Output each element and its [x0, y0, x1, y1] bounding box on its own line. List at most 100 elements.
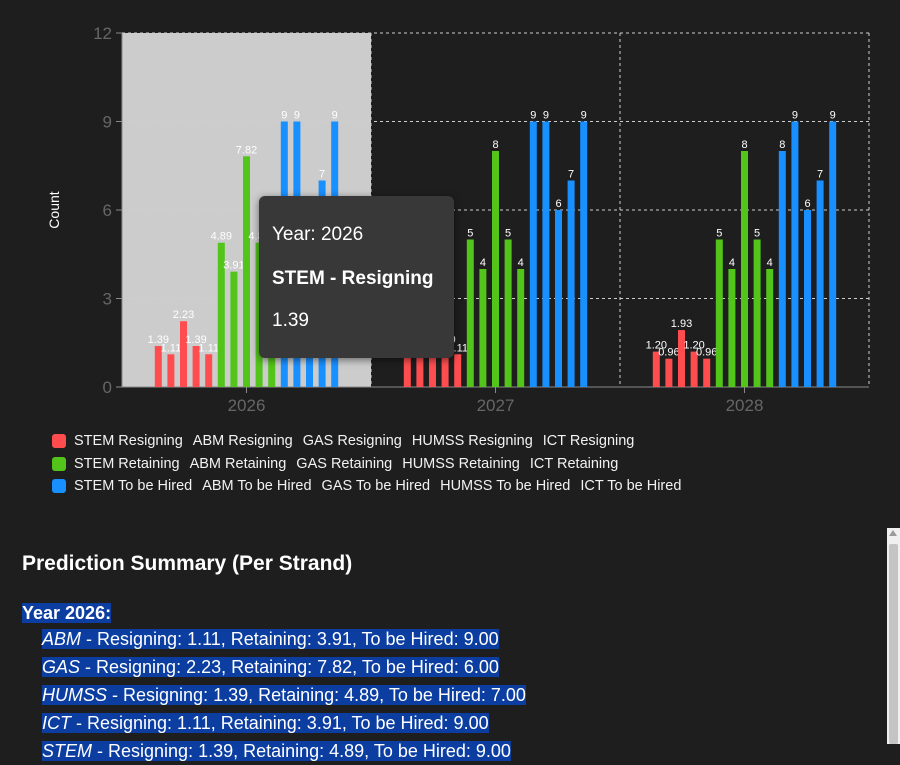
bar	[804, 210, 811, 387]
data-label: 1.93	[671, 318, 692, 330]
y-tick-label: 9	[103, 113, 112, 132]
y-tick-label: 3	[103, 290, 112, 309]
bar	[192, 345, 200, 387]
data-label: 8	[779, 139, 785, 151]
data-label: 9	[581, 110, 587, 122]
data-label: 7	[568, 169, 574, 181]
data-label: 1.39	[185, 334, 206, 346]
bar	[479, 269, 487, 387]
legend-entry[interactable]: GAS Retaining	[296, 455, 393, 472]
bar	[466, 239, 474, 387]
y-tick-label: 0	[103, 378, 112, 397]
prediction-summary: Year 2026: ABM - Resigning: 1.11, Retain…	[22, 601, 526, 765]
bar	[217, 242, 225, 387]
legend-entry[interactable]: HUMSS To be Hired	[440, 478, 571, 495]
data-label: 5	[467, 228, 473, 240]
strand-name: HUMSS	[42, 685, 108, 705]
data-label: 9	[281, 110, 287, 122]
bar	[665, 358, 673, 387]
y-tick-label: 12	[93, 24, 112, 43]
strand-name: ABM	[42, 629, 82, 649]
strand-name: STEM	[42, 741, 93, 761]
y-tick-label: 6	[103, 201, 112, 220]
bar	[454, 354, 462, 387]
bar	[504, 239, 512, 387]
data-label: 4	[480, 257, 486, 269]
data-label: 1.11	[198, 342, 219, 354]
bar	[753, 239, 761, 387]
strand-name: ICT	[42, 713, 71, 733]
data-label: 7	[319, 169, 325, 181]
legend-entry[interactable]: HUMSS Resigning	[411, 433, 533, 450]
bar	[829, 121, 837, 387]
bar	[741, 151, 748, 387]
data-label: 5	[505, 228, 511, 240]
data-label: 4.89	[211, 231, 232, 243]
legend-entry[interactable]: ICT Retaining	[529, 455, 619, 472]
tooltip-year: Year: 2026	[272, 224, 364, 245]
tooltip-value: 1.39	[272, 310, 309, 331]
bar	[403, 345, 411, 387]
vertical-scrollbar[interactable]	[887, 528, 900, 744]
scroll-up-icon[interactable]	[889, 530, 897, 536]
x-tick-label: 2027	[477, 396, 515, 415]
bar	[167, 354, 175, 387]
data-label: 6	[804, 198, 810, 210]
bar	[230, 271, 238, 387]
legend-entry[interactable]: ABM To be Hired	[202, 478, 312, 495]
data-label: 9	[294, 110, 300, 122]
legend-entry[interactable]: GAS Resigning	[302, 433, 402, 450]
data-label: 5	[754, 228, 760, 240]
data-label: 7	[817, 169, 823, 181]
bar	[567, 180, 575, 387]
strand-values: - Resigning: 1.11, Retaining: 3.91, To b…	[71, 713, 489, 733]
bar	[715, 239, 723, 387]
legend-entry[interactable]: ABM Resigning	[192, 433, 293, 450]
data-label: 1.39	[148, 334, 169, 346]
strand-values: - Resigning: 1.39, Retaining: 4.89, To b…	[92, 741, 511, 761]
bar	[728, 269, 736, 387]
bar	[580, 121, 588, 387]
x-tick-label: 2026	[228, 396, 266, 415]
legend-entry[interactable]: GAS To be Hired	[321, 478, 431, 495]
legend-entry[interactable]: ICT To be Hired	[580, 478, 682, 495]
legend-swatch	[52, 456, 66, 471]
data-label: 1.20	[646, 340, 667, 352]
data-label: 0.96	[658, 347, 679, 359]
scroll-thumb[interactable]	[889, 544, 898, 744]
data-label: 6	[555, 198, 561, 210]
legend-entry[interactable]: STEM To be Hired	[74, 478, 193, 495]
data-label: 9	[792, 110, 798, 122]
bar	[529, 121, 537, 387]
y-axis-title: Count	[46, 191, 62, 228]
bar	[791, 121, 799, 387]
legend-entry[interactable]: ABM Retaining	[189, 455, 287, 472]
data-label: 4	[729, 257, 735, 269]
chart-tooltip: Year: 2026 STEM - Resigning 1.39	[259, 196, 454, 358]
summary-title: Prediction Summary (Per Strand)	[22, 552, 353, 575]
bar	[441, 345, 449, 387]
data-label: 1.11	[161, 342, 182, 354]
legend-entry[interactable]: STEM Resigning	[74, 433, 183, 450]
strand-name: GAS	[42, 657, 81, 677]
summary-row-abm: ABM - Resigning: 1.11, Retaining: 3.91, …	[42, 625, 526, 653]
legend-swatch	[52, 434, 66, 449]
bar	[690, 351, 698, 387]
bar	[778, 151, 786, 387]
tooltip-series: STEM - Resigning	[272, 268, 434, 289]
x-tick-label: 2028	[726, 396, 764, 415]
data-label: 9	[332, 110, 338, 122]
legend-entry[interactable]: STEM Retaining	[74, 455, 180, 472]
bar	[517, 269, 525, 387]
data-label: 8	[492, 139, 498, 151]
legend-entry[interactable]: ICT Resigning	[542, 433, 635, 450]
legend-swatch	[52, 479, 66, 494]
data-label: 2.23	[173, 309, 194, 321]
strand-values: - Resigning: 1.11, Retaining: 3.91, To b…	[81, 629, 499, 649]
bar	[205, 354, 213, 387]
bar	[816, 180, 824, 387]
strand-values: - Resigning: 2.23, Retaining: 7.82, To b…	[80, 657, 499, 677]
legend-entry[interactable]: HUMSS Retaining	[402, 455, 520, 472]
bar	[542, 121, 550, 387]
summary-year: Year 2026:	[22, 603, 112, 623]
